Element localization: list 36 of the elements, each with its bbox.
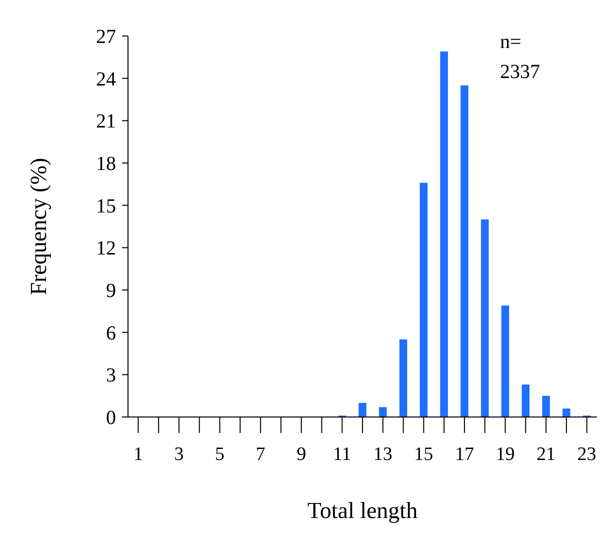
bar: [501, 306, 510, 417]
y-tick-label: 18: [96, 153, 116, 175]
y-axis-title: Frequency (%): [26, 158, 51, 296]
y-tick-label: 3: [106, 364, 116, 387]
y-tick-label: 12: [96, 238, 116, 260]
x-tick-label: 15: [414, 444, 434, 465]
bar: [460, 85, 468, 417]
x-tick-label: 5: [215, 444, 225, 465]
annotation: n= 2337: [500, 31, 540, 83]
bar: [420, 182, 428, 417]
x-tick-label: 1: [133, 444, 143, 465]
x-tick-label: 13: [373, 444, 392, 465]
bar: [562, 408, 570, 417]
x-tick-label: 3: [174, 444, 184, 465]
y-tick-label: 6: [106, 322, 116, 344]
x-tick-label: 7: [256, 444, 266, 465]
bar: [399, 339, 408, 417]
x-tick-label: 17: [454, 444, 474, 465]
y-tick-label: 24: [96, 68, 116, 90]
x-tick-label: 11: [332, 444, 352, 465]
y-tick-label: 0: [106, 407, 116, 429]
bar: [440, 52, 448, 417]
x-tick-label: 9: [296, 444, 306, 465]
bar: [542, 396, 550, 417]
y-tick-label: 9: [106, 280, 116, 302]
x-axis-title: Total length: [307, 498, 418, 523]
y-tick-label: 15: [96, 195, 116, 218]
bar: [379, 407, 387, 417]
x-tick-label: 21: [536, 444, 556, 465]
x-tick-label: 19: [496, 444, 515, 465]
bar: [522, 384, 530, 417]
bar: [480, 219, 489, 417]
y-tick-label: 21: [96, 110, 116, 133]
y-tick-label: 27: [96, 26, 116, 48]
x-tick-label: 23: [577, 444, 596, 465]
bar: [358, 402, 366, 417]
